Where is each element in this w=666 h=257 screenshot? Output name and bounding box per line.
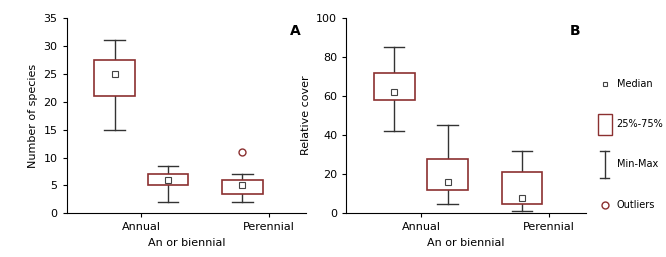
X-axis label: An or biennial: An or biennial bbox=[428, 238, 505, 248]
Bar bbox=[148, 174, 188, 185]
Text: Median: Median bbox=[617, 79, 652, 89]
Bar bbox=[428, 159, 468, 190]
Bar bbox=[95, 60, 135, 96]
Text: 25%-75%: 25%-75% bbox=[617, 120, 663, 129]
Bar bbox=[222, 180, 262, 194]
X-axis label: An or biennial: An or biennial bbox=[148, 238, 225, 248]
Text: A: A bbox=[290, 24, 300, 38]
Bar bbox=[597, 114, 612, 135]
Text: B: B bbox=[569, 24, 580, 38]
Y-axis label: Relative cover: Relative cover bbox=[301, 76, 311, 155]
Y-axis label: Number of species: Number of species bbox=[28, 63, 38, 168]
Text: Min-Max: Min-Max bbox=[617, 160, 658, 169]
Bar bbox=[502, 172, 542, 204]
Bar bbox=[374, 73, 414, 100]
Text: Outliers: Outliers bbox=[617, 200, 655, 209]
